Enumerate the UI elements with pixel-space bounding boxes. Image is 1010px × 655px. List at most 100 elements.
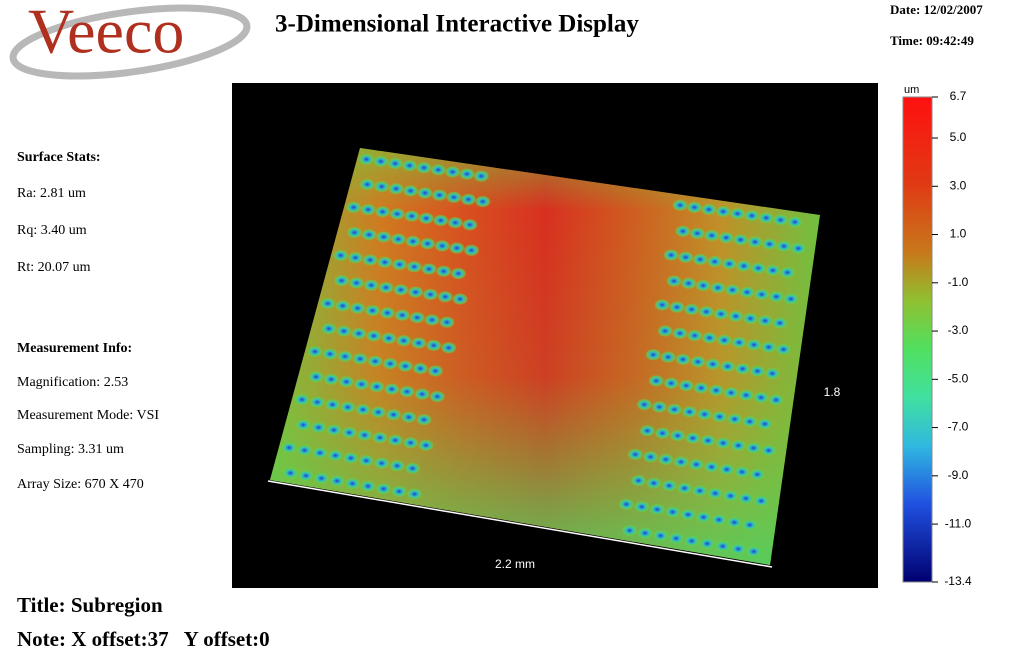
dimple <box>653 530 669 542</box>
dimple <box>678 380 694 392</box>
dimple <box>431 189 447 201</box>
dimple <box>758 212 774 224</box>
dimple <box>762 238 778 250</box>
dimple <box>738 389 754 401</box>
colorbar <box>903 97 932 582</box>
dimple <box>768 394 784 406</box>
dimple <box>403 185 419 197</box>
dimple <box>627 448 643 460</box>
dimple <box>361 229 377 241</box>
dimple <box>658 453 674 465</box>
dimple <box>739 286 755 298</box>
dimple <box>377 256 393 268</box>
dimple <box>695 280 711 292</box>
dimple <box>360 480 376 492</box>
dimple <box>677 482 693 494</box>
dimple <box>362 254 378 266</box>
dimple <box>366 330 382 342</box>
dimple <box>665 506 681 518</box>
dimple <box>723 387 739 399</box>
dimple <box>734 466 750 478</box>
dimple <box>678 251 694 263</box>
dimple <box>753 392 769 404</box>
dimple <box>708 384 724 396</box>
dimple <box>416 162 432 174</box>
dimple <box>405 235 421 247</box>
colorbar-tick-label: -13.4 <box>944 574 972 588</box>
section-heading: Measurement Info: <box>17 341 132 356</box>
dimple <box>333 249 349 261</box>
dimple <box>441 342 457 354</box>
dimple <box>639 425 655 437</box>
dimple <box>707 256 723 268</box>
dimple <box>392 258 408 270</box>
colorbar-tick-label: -1.0 <box>948 275 969 289</box>
dimple <box>783 293 799 305</box>
dimple <box>668 532 684 544</box>
dimple <box>707 487 723 499</box>
dimple <box>430 164 446 176</box>
dimple <box>761 444 777 456</box>
dimple <box>749 468 765 480</box>
dimple <box>715 437 731 449</box>
dimple <box>405 462 421 474</box>
dimple <box>749 365 765 377</box>
colorbar-tick-label: -11.0 <box>945 516 972 530</box>
dimple <box>359 178 375 190</box>
dimple <box>323 373 339 385</box>
dimple <box>655 427 671 439</box>
dimple <box>723 490 739 502</box>
dimple <box>713 308 729 320</box>
dimple <box>389 460 405 472</box>
dimple <box>651 401 667 413</box>
dimple <box>730 543 746 555</box>
dimple <box>699 538 715 550</box>
dimple <box>346 201 362 213</box>
dimple <box>414 388 430 400</box>
dimple <box>684 535 700 547</box>
dimple <box>417 187 433 199</box>
dimple <box>779 267 795 279</box>
dimple <box>718 232 734 244</box>
dimple <box>309 396 325 408</box>
dimple <box>311 421 327 433</box>
stat: Rq: 3.40 um <box>17 223 87 238</box>
dimple <box>731 336 747 348</box>
dimple <box>367 355 383 367</box>
colorbar-tick-label: 1.0 <box>950 227 967 241</box>
dimple <box>689 227 705 239</box>
dimple <box>358 455 374 467</box>
dimple <box>692 485 708 497</box>
dimple <box>322 348 338 360</box>
dimple <box>447 217 463 229</box>
info: Magnification: 2.53 <box>17 375 128 390</box>
dimple <box>636 399 652 411</box>
dimple <box>427 365 443 377</box>
dimple <box>449 242 465 254</box>
dimple <box>702 332 718 344</box>
dimple <box>715 540 731 552</box>
dimple <box>375 206 391 218</box>
dimple <box>418 212 434 224</box>
dimple <box>388 183 404 195</box>
info: Measurement Mode: VSI <box>17 408 159 423</box>
dimple <box>359 153 375 165</box>
dimple <box>336 325 352 337</box>
x-axis-label: 2.2 mm <box>495 557 535 571</box>
y-axis-label: 1.8 <box>824 385 841 399</box>
dimple <box>379 307 395 319</box>
colorbar-tick-label: -7.0 <box>948 420 969 434</box>
footer-note: Note: X offset:37 Y offset:0 <box>17 627 270 651</box>
dimple <box>747 236 763 248</box>
dimple <box>695 511 711 523</box>
dimple <box>721 258 737 270</box>
dimple <box>672 327 688 339</box>
dimple <box>661 480 677 492</box>
dimple <box>728 310 744 322</box>
dimple <box>730 208 746 220</box>
dimple <box>374 457 390 469</box>
dimple <box>396 335 412 347</box>
dimple <box>346 227 362 239</box>
dimple <box>761 341 777 353</box>
dimple <box>378 282 394 294</box>
